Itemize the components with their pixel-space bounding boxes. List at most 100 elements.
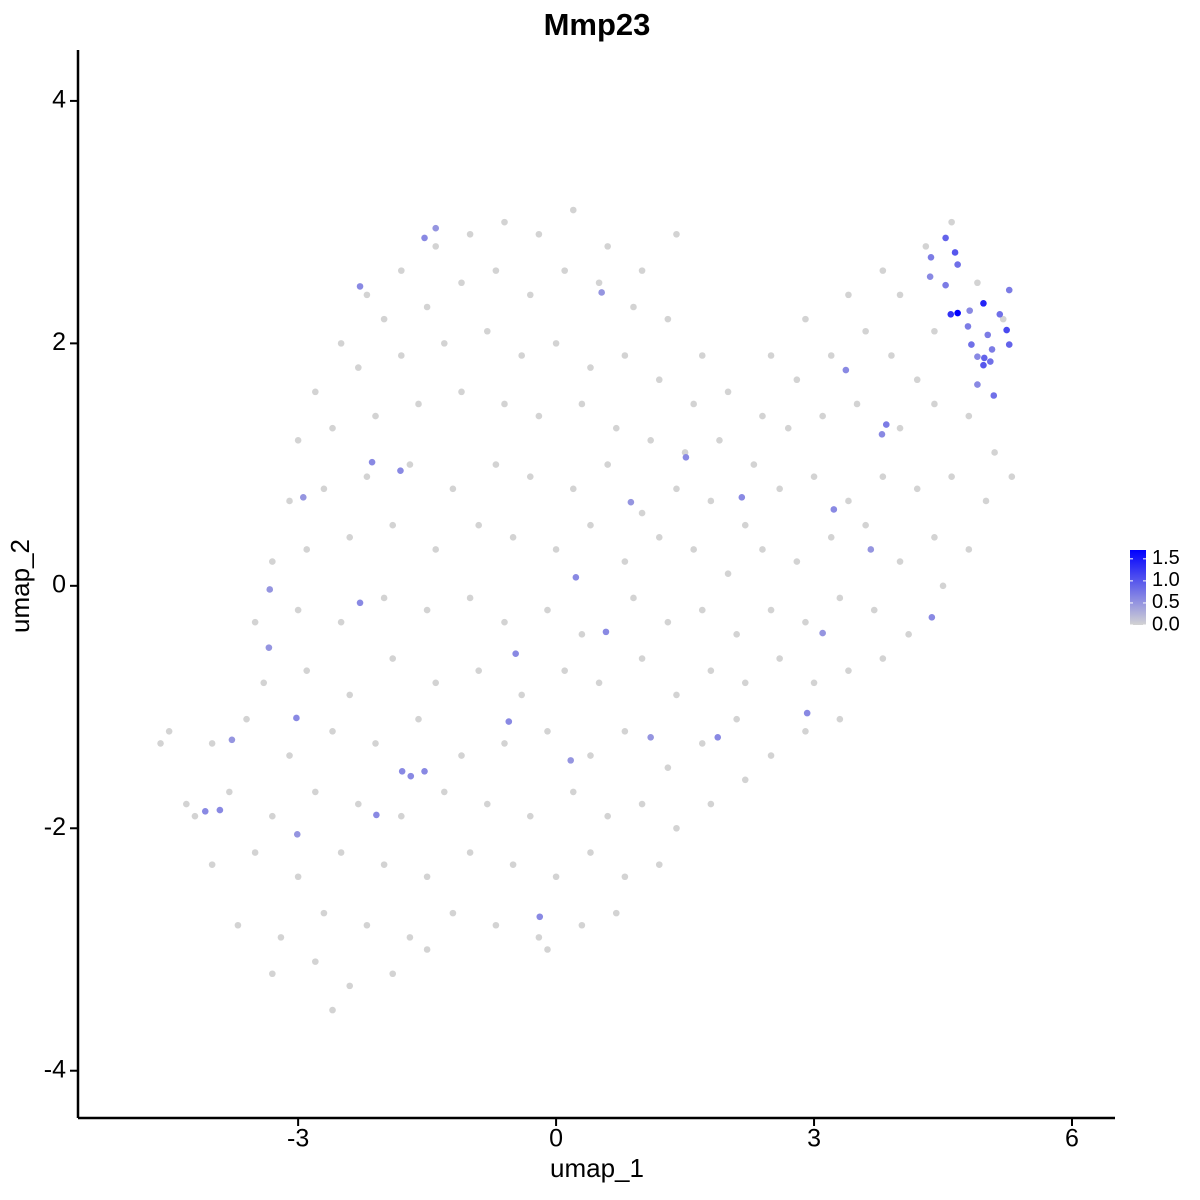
point (526, 812, 534, 820)
colorbar-label: 1.5 (1152, 547, 1180, 569)
point (373, 811, 380, 819)
point (329, 424, 336, 432)
point (879, 267, 887, 274)
point (509, 861, 517, 868)
point (228, 736, 236, 744)
point (183, 800, 190, 808)
point (432, 679, 440, 687)
point (595, 279, 603, 287)
point (612, 424, 620, 432)
point (567, 757, 575, 764)
point (509, 534, 517, 541)
point (845, 497, 852, 505)
point (372, 412, 379, 420)
point (673, 230, 680, 238)
y-tick-label: 2 (52, 328, 66, 356)
point (337, 618, 345, 626)
point (535, 412, 543, 420)
point (397, 467, 404, 474)
point (604, 243, 611, 250)
point (466, 230, 474, 238)
point (698, 606, 706, 614)
point (698, 352, 706, 359)
point (655, 376, 663, 384)
point (867, 546, 875, 553)
point (441, 340, 448, 347)
point (501, 740, 508, 747)
point (990, 392, 998, 399)
point (793, 376, 801, 384)
point (303, 546, 311, 553)
point (888, 352, 895, 359)
point (707, 667, 715, 674)
point (802, 727, 809, 735)
point (398, 352, 405, 359)
point (999, 315, 1007, 323)
point (965, 412, 973, 420)
point (346, 691, 354, 699)
point (741, 776, 749, 784)
point (673, 485, 680, 493)
point (604, 461, 611, 468)
point (612, 909, 620, 917)
point (647, 437, 654, 444)
point (690, 400, 697, 408)
point (518, 352, 525, 359)
point (243, 715, 250, 723)
point (690, 546, 697, 553)
point (1008, 473, 1016, 481)
point (251, 849, 259, 856)
point (191, 812, 199, 820)
point (896, 424, 904, 432)
point (974, 353, 981, 361)
point (954, 261, 961, 268)
point (767, 352, 775, 359)
point (862, 521, 869, 529)
point (415, 400, 422, 408)
point (707, 800, 715, 808)
x-tick-label: 6 (1065, 1125, 1079, 1153)
point (604, 812, 611, 820)
point (638, 267, 646, 274)
point (269, 970, 276, 978)
point (974, 279, 981, 287)
point (621, 352, 629, 359)
point (320, 485, 328, 493)
colorbar (1130, 550, 1146, 625)
point (968, 341, 975, 348)
point (356, 283, 364, 290)
point (664, 315, 672, 323)
colorbar-label: 1.0 (1152, 569, 1180, 591)
point (552, 340, 560, 347)
point (922, 243, 930, 250)
colorbar-label: 0.0 (1152, 613, 1180, 635)
point (501, 400, 508, 408)
point (286, 497, 293, 505)
point (269, 812, 276, 820)
point (294, 873, 302, 881)
point (432, 243, 440, 250)
point (996, 310, 1004, 318)
point (741, 521, 749, 529)
point (466, 849, 474, 856)
point (389, 970, 397, 978)
point (432, 546, 440, 553)
point (980, 300, 987, 307)
point (759, 412, 766, 420)
point (201, 807, 209, 815)
point (260, 679, 268, 687)
point (423, 606, 431, 614)
point (698, 740, 706, 747)
point (939, 582, 947, 590)
point (845, 667, 852, 674)
point (988, 346, 996, 353)
point (294, 606, 302, 614)
point (578, 631, 586, 638)
point (294, 437, 302, 444)
point (598, 289, 605, 296)
x-tick-label: 0 (549, 1125, 563, 1153)
point (372, 740, 379, 747)
point (819, 412, 826, 420)
point (630, 303, 637, 311)
point (389, 655, 397, 662)
